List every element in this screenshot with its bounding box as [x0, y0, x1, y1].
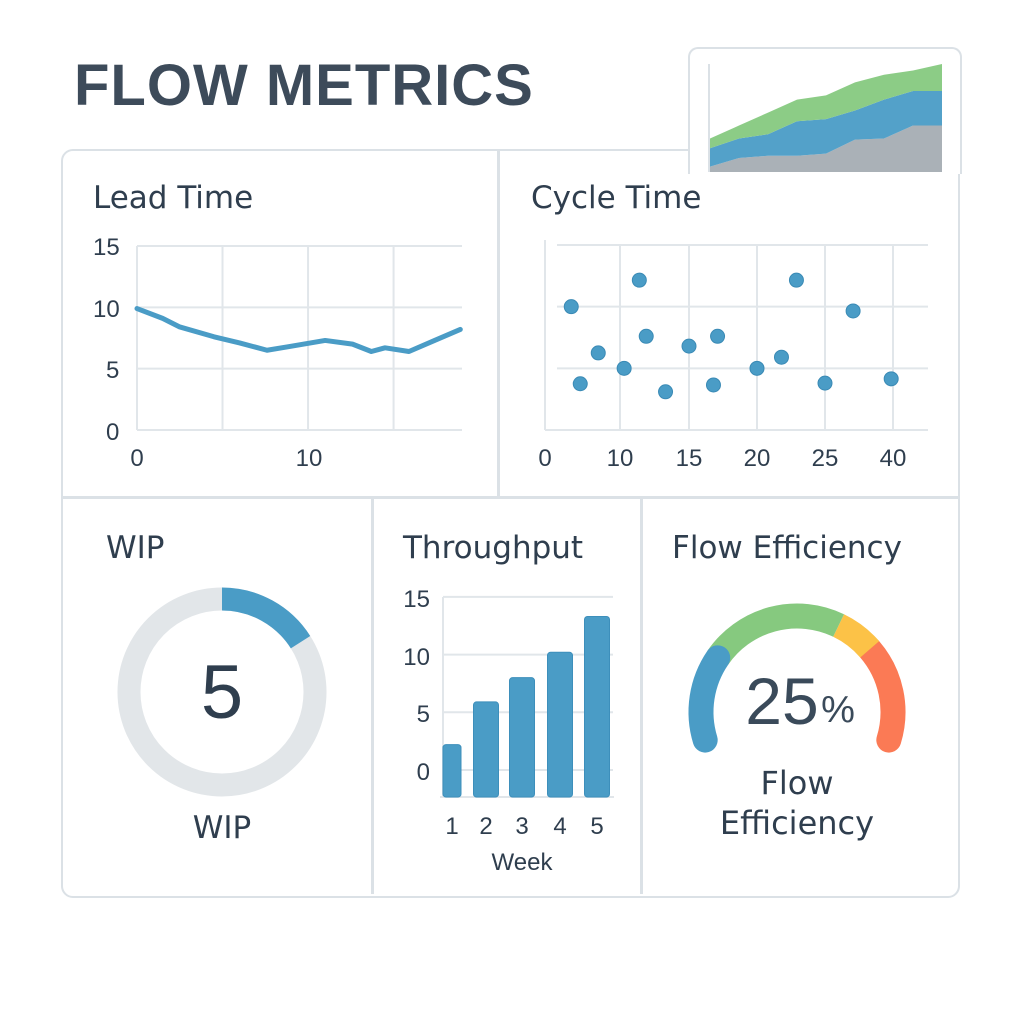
wip-ring-fill — [221, 587, 311, 649]
y-tick-label: 15 — [403, 586, 430, 613]
cfd-area-layer-3 — [710, 64, 942, 149]
gauge-unit: % — [821, 689, 855, 731]
scatter-point — [658, 384, 674, 400]
gauge-segment — [707, 603, 845, 666]
scatter-point — [883, 371, 899, 387]
page-title: FLOW METRICS — [74, 53, 534, 118]
gauge-segment — [688, 645, 731, 753]
bottom-divider-right — [640, 497, 643, 894]
x-tick-label: 25 — [812, 445, 839, 472]
scatter-point — [563, 299, 579, 315]
gauge-value: 25 — [745, 664, 818, 738]
scatter-point — [572, 376, 588, 392]
wip-value: 5 — [201, 650, 243, 735]
y-tick-label: 10 — [403, 644, 430, 671]
throughput-bar — [473, 701, 499, 798]
gauge-label-line1: Flow — [760, 764, 833, 802]
scatter-point — [788, 272, 804, 288]
x-tick-label: 1 — [445, 813, 458, 840]
x-tick-label: 3 — [515, 813, 528, 840]
throughput-bar — [547, 651, 573, 798]
x-tick-label: 10 — [296, 445, 323, 472]
scatter-point — [845, 303, 861, 319]
scatter-point — [590, 345, 606, 361]
gauge-segment — [832, 614, 880, 658]
throughput-title: Throughput — [402, 530, 583, 566]
scatter-point — [817, 375, 833, 391]
x-tick-label: 4 — [553, 813, 566, 840]
y-tick-label: 0 — [417, 759, 430, 786]
scatter-point — [631, 272, 647, 288]
scatter-point — [638, 328, 654, 344]
scatter-point — [710, 328, 726, 344]
y-tick-label: 15 — [93, 234, 120, 261]
x-tick-label: 20 — [744, 445, 771, 472]
lead-time-title: Lead Time — [93, 180, 253, 216]
lead-time-chart: 15 10 5 0 0 10 — [93, 234, 463, 472]
x-tick-label: 15 — [676, 445, 703, 472]
scatter-point — [749, 360, 765, 376]
cycle-time-chart: 0 10 15 20 25 40 — [538, 240, 928, 472]
cumulative-flow-chart — [708, 64, 942, 172]
scatter-point — [681, 338, 697, 354]
y-tick-label: 0 — [106, 419, 119, 446]
x-tick-label: 2 — [479, 813, 492, 840]
y-tick-label: 5 — [417, 701, 430, 728]
x-tick-label: 5 — [590, 813, 603, 840]
row-divider — [62, 496, 958, 499]
wip-title: WIP — [106, 530, 165, 566]
y-tick-label: 5 — [106, 357, 119, 384]
cfd-area-layer-2 — [710, 91, 942, 167]
throughput-bar — [509, 677, 535, 798]
wip-label: WIP — [193, 810, 252, 846]
x-tick-label: 10 — [607, 445, 634, 472]
flow-efficiency-title: Flow Efficiency — [672, 530, 902, 566]
scatter-point — [773, 349, 789, 365]
throughput-bar — [584, 616, 610, 798]
lead-time-line — [134, 306, 463, 354]
cfd-area-layer-1 — [710, 125, 942, 172]
scatter-point — [705, 377, 721, 393]
bottom-divider-left — [371, 497, 374, 894]
throughput-bar — [442, 744, 462, 798]
flow-efficiency-gauge: 25 % Flow Efficiency — [688, 603, 906, 842]
x-axis-label: Week — [492, 849, 554, 876]
x-tick-label: 40 — [880, 445, 907, 472]
x-tick-label: 0 — [538, 445, 551, 472]
y-tick-label: 10 — [93, 296, 120, 323]
x-tick-label: 0 — [130, 445, 143, 472]
gauge-label-line2: Efficiency — [720, 804, 874, 842]
cycle-time-title: Cycle Time — [531, 180, 701, 216]
scatter-point — [616, 360, 632, 376]
top-column-divider — [497, 150, 500, 497]
gauge-segment — [857, 636, 906, 753]
wip-donut: 5 WIP — [117, 587, 327, 846]
